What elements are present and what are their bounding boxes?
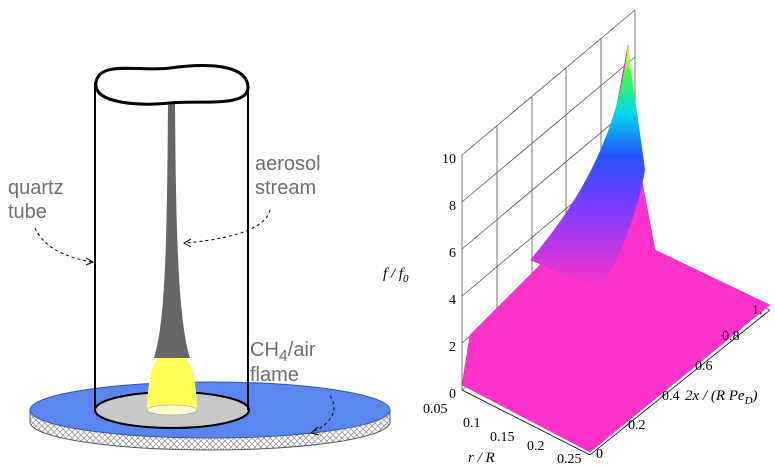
tick-label: 10 <box>442 152 456 167</box>
label: aerosol <box>255 153 321 175</box>
aerosol-stream <box>154 103 190 358</box>
tube-walls <box>94 82 249 410</box>
arrow <box>34 227 93 263</box>
tick-label: 0.4 <box>662 389 680 404</box>
tick-label: 8 <box>449 199 456 214</box>
label: flame <box>250 364 299 386</box>
tick-label: 0.8 <box>722 329 740 344</box>
tick-label: 0.2 <box>527 439 545 454</box>
tick-label: 0.25 <box>557 452 582 466</box>
label: tube <box>8 201 47 223</box>
arrow <box>184 209 271 244</box>
tick-label: 0.05 <box>423 402 448 417</box>
flame-base <box>146 404 198 416</box>
tick-label: 0.1 <box>463 416 481 431</box>
arrowhead <box>182 238 192 248</box>
burner-diagram: quartz tube aerosol stream CH4/air flame <box>8 64 391 451</box>
axis-label: f / f0 <box>383 266 409 285</box>
label: stream <box>255 177 316 199</box>
tick-label: 6 <box>449 246 456 261</box>
tick-label: 1. <box>752 303 763 318</box>
arrowhead <box>85 257 95 266</box>
arrow <box>311 395 335 433</box>
tick-label: 0 <box>449 387 456 402</box>
axis-label: r / R <box>468 450 495 466</box>
tick-label: 0.15 <box>490 430 515 445</box>
tube-top <box>94 64 250 106</box>
tick-label: 0 <box>596 447 603 462</box>
label: CH4/air <box>250 339 316 365</box>
tick-label: 0.2 <box>628 418 646 433</box>
tick-label: 4 <box>449 293 456 308</box>
arrowhead <box>309 426 320 436</box>
grid-line <box>496 39 602 360</box>
surface-peak <box>530 45 645 290</box>
axis-label: 2x / (R PeD) <box>685 388 758 407</box>
grid-line <box>461 56 636 344</box>
axis-line <box>461 309 771 456</box>
tick-label: 2 <box>449 340 456 355</box>
flame <box>147 352 197 410</box>
label: quartz <box>8 177 64 199</box>
tick-label: 0.6 <box>695 359 713 374</box>
